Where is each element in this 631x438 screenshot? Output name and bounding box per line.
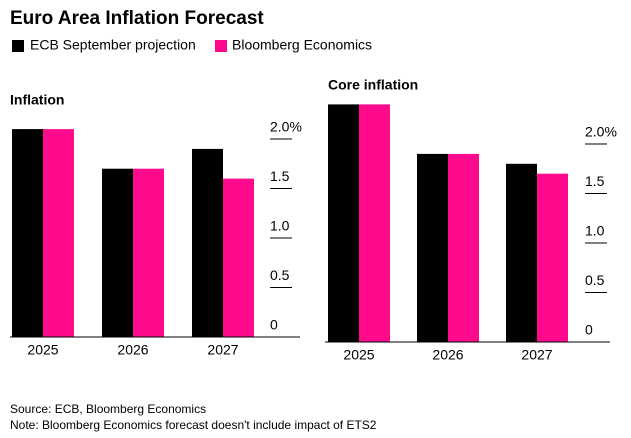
y-tick-label: 2.0% (585, 124, 617, 140)
bar (359, 104, 390, 343)
chart-title: Euro Area Inflation Forecast (10, 8, 264, 29)
x-tick-label: 2027 (207, 342, 238, 358)
y-tick-label: 2.0% (270, 119, 302, 135)
legend-label: ECB September projection (30, 37, 196, 53)
y-tick-label: 1.5 (270, 168, 290, 184)
panel-title: Core inflation (328, 77, 418, 93)
bar (506, 163, 537, 342)
bar (133, 168, 164, 337)
x-tick-label: 2025 (27, 342, 58, 358)
bar (537, 173, 568, 342)
bar (417, 153, 448, 342)
legend-swatch (215, 40, 227, 52)
y-tick-label: 1.5 (585, 173, 605, 189)
legend-label: Bloomberg Economics (232, 37, 372, 53)
y-tick-label: 1.0 (585, 223, 605, 239)
legend-swatch (12, 40, 24, 52)
bar (43, 129, 74, 337)
panel-title: Inflation (10, 92, 64, 108)
x-tick-label: 2027 (521, 347, 552, 363)
y-tick-label: 0 (270, 317, 278, 333)
bar (223, 178, 254, 337)
x-tick-label: 2025 (343, 347, 374, 363)
bar (102, 168, 133, 337)
bar (328, 104, 359, 343)
x-tick-label: 2026 (117, 342, 148, 358)
x-tick-label: 2026 (432, 347, 463, 363)
note: Note: Bloomberg Economics forecast doesn… (10, 418, 377, 432)
bar (448, 153, 479, 342)
y-tick-label: 0 (585, 322, 593, 338)
y-tick-label: 0.5 (585, 272, 605, 288)
y-tick-label: 0.5 (270, 267, 290, 283)
y-tick-label: 1.0 (270, 218, 290, 234)
bar (12, 129, 43, 337)
source: Source: ECB, Bloomberg Economics (10, 402, 206, 416)
bar (192, 148, 223, 337)
